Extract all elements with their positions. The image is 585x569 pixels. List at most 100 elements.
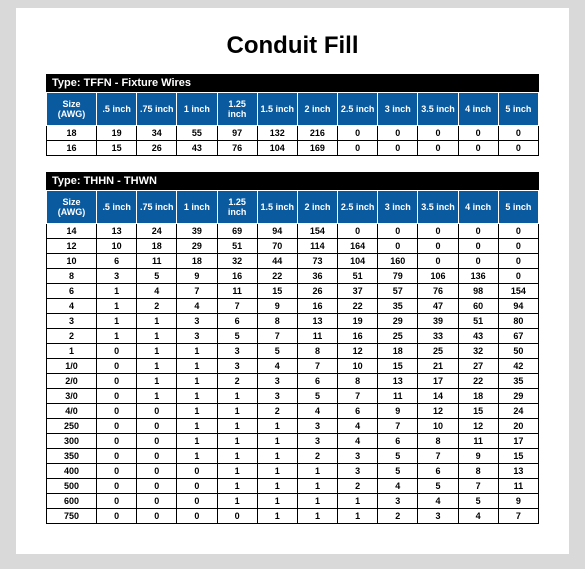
table-cell: 750 [47, 509, 97, 524]
page-title: Conduit Fill [46, 32, 539, 60]
table-cell: 3 [177, 314, 217, 329]
table-cell: 4 [47, 299, 97, 314]
table-cell: 12 [338, 344, 378, 359]
table-cell: 3 [47, 314, 97, 329]
table-cell: 8 [47, 269, 97, 284]
table-row: 412479162235476094 [47, 299, 539, 314]
table-cell: 0 [137, 494, 177, 509]
table-cell: 9 [458, 449, 498, 464]
column-header: 1 inch [177, 93, 217, 126]
table-cell: 0 [137, 434, 177, 449]
table-cell: 39 [418, 314, 458, 329]
table-cell: 16 [47, 141, 97, 156]
table-cell: 12 [418, 404, 458, 419]
table-cell: 0 [498, 239, 538, 254]
table-cell: 70 [257, 239, 297, 254]
table-cell: 13 [378, 374, 418, 389]
table-cell: 1 [137, 374, 177, 389]
table-cell: 160 [378, 254, 418, 269]
table-cell: 0 [137, 509, 177, 524]
table-cell: 8 [338, 374, 378, 389]
table-cell: 10 [338, 359, 378, 374]
table-cell: 0 [137, 479, 177, 494]
table-cell: 5 [217, 329, 257, 344]
table-cell: 1 [338, 509, 378, 524]
table-cell: 20 [498, 419, 538, 434]
table-cell: 10 [47, 254, 97, 269]
tables-container: Type: TFFN - Fixture WiresSize (AWG).5 i… [46, 74, 539, 524]
table-cell: 98 [458, 284, 498, 299]
table-cell: 10 [418, 419, 458, 434]
table-cell: 2 [378, 509, 418, 524]
table-cell: 16 [297, 299, 337, 314]
table-cell: 3 [217, 344, 257, 359]
table-cell: 11 [458, 434, 498, 449]
table-cell: 0 [97, 479, 137, 494]
table-cell: 1 [217, 464, 257, 479]
table-cell: 0 [97, 464, 137, 479]
table-cell: 1 [257, 479, 297, 494]
table-cell: 3 [297, 419, 337, 434]
table-cell: 43 [177, 141, 217, 156]
column-header: .5 inch [97, 93, 137, 126]
table-cell: 1 [137, 344, 177, 359]
table-cell: 9 [498, 494, 538, 509]
table-cell: 29 [498, 389, 538, 404]
table-cell: 6 [418, 464, 458, 479]
table-cell: 16 [217, 269, 257, 284]
table-cell: 104 [257, 141, 297, 156]
column-header: Size (AWG) [47, 93, 97, 126]
table-row: 211357111625334367 [47, 329, 539, 344]
table-cell: 0 [97, 389, 137, 404]
table-cell: 216 [297, 126, 337, 141]
table-cell: 24 [137, 224, 177, 239]
table-cell: 7 [217, 299, 257, 314]
table-cell: 15 [257, 284, 297, 299]
table-cell: 8 [418, 434, 458, 449]
table-cell: 16 [338, 329, 378, 344]
table-cell: 3 [418, 509, 458, 524]
column-header: 2 inch [297, 93, 337, 126]
table-cell: 0 [418, 141, 458, 156]
table-cell: 34 [137, 126, 177, 141]
table-cell: 3 [297, 434, 337, 449]
column-header: 3 inch [378, 191, 418, 224]
type-bar: Type: THHN - THWN [46, 172, 539, 190]
table-cell: 2 [137, 299, 177, 314]
table-cell: 1 [177, 419, 217, 434]
table-cell: 15 [458, 404, 498, 419]
table-cell: 0 [177, 479, 217, 494]
table-cell: 15 [97, 141, 137, 156]
table-row: 14132439699415400000 [47, 224, 539, 239]
table-row: 75000001112347 [47, 509, 539, 524]
table-cell: 1 [177, 389, 217, 404]
table-cell: 0 [137, 419, 177, 434]
table-cell: 5 [137, 269, 177, 284]
column-header: 3.5 inch [418, 93, 458, 126]
table-cell: 0 [498, 269, 538, 284]
table-cell: 1 [217, 434, 257, 449]
column-header: 5 inch [498, 93, 538, 126]
table-cell: 0 [177, 464, 217, 479]
table-cell: 51 [338, 269, 378, 284]
table-cell: 1 [47, 344, 97, 359]
table-cell: 94 [257, 224, 297, 239]
table-cell: 5 [257, 344, 297, 359]
table-cell: 0 [338, 141, 378, 156]
table-cell: 13 [297, 314, 337, 329]
table-cell: 106 [418, 269, 458, 284]
column-header: .75 inch [137, 191, 177, 224]
table-row: 25000111347101220 [47, 419, 539, 434]
table-cell: 1 [217, 449, 257, 464]
table-cell: 1 [297, 479, 337, 494]
table-cell: 6 [97, 254, 137, 269]
table-cell: 37 [338, 284, 378, 299]
table-cell: 12 [458, 419, 498, 434]
table-cell: 2 [338, 479, 378, 494]
table-cell: 6 [297, 374, 337, 389]
column-header: 1.25 inch [217, 191, 257, 224]
table-cell: 1 [137, 389, 177, 404]
table-cell: 1 [97, 329, 137, 344]
table-cell: 600 [47, 494, 97, 509]
table-cell: 1 [177, 404, 217, 419]
